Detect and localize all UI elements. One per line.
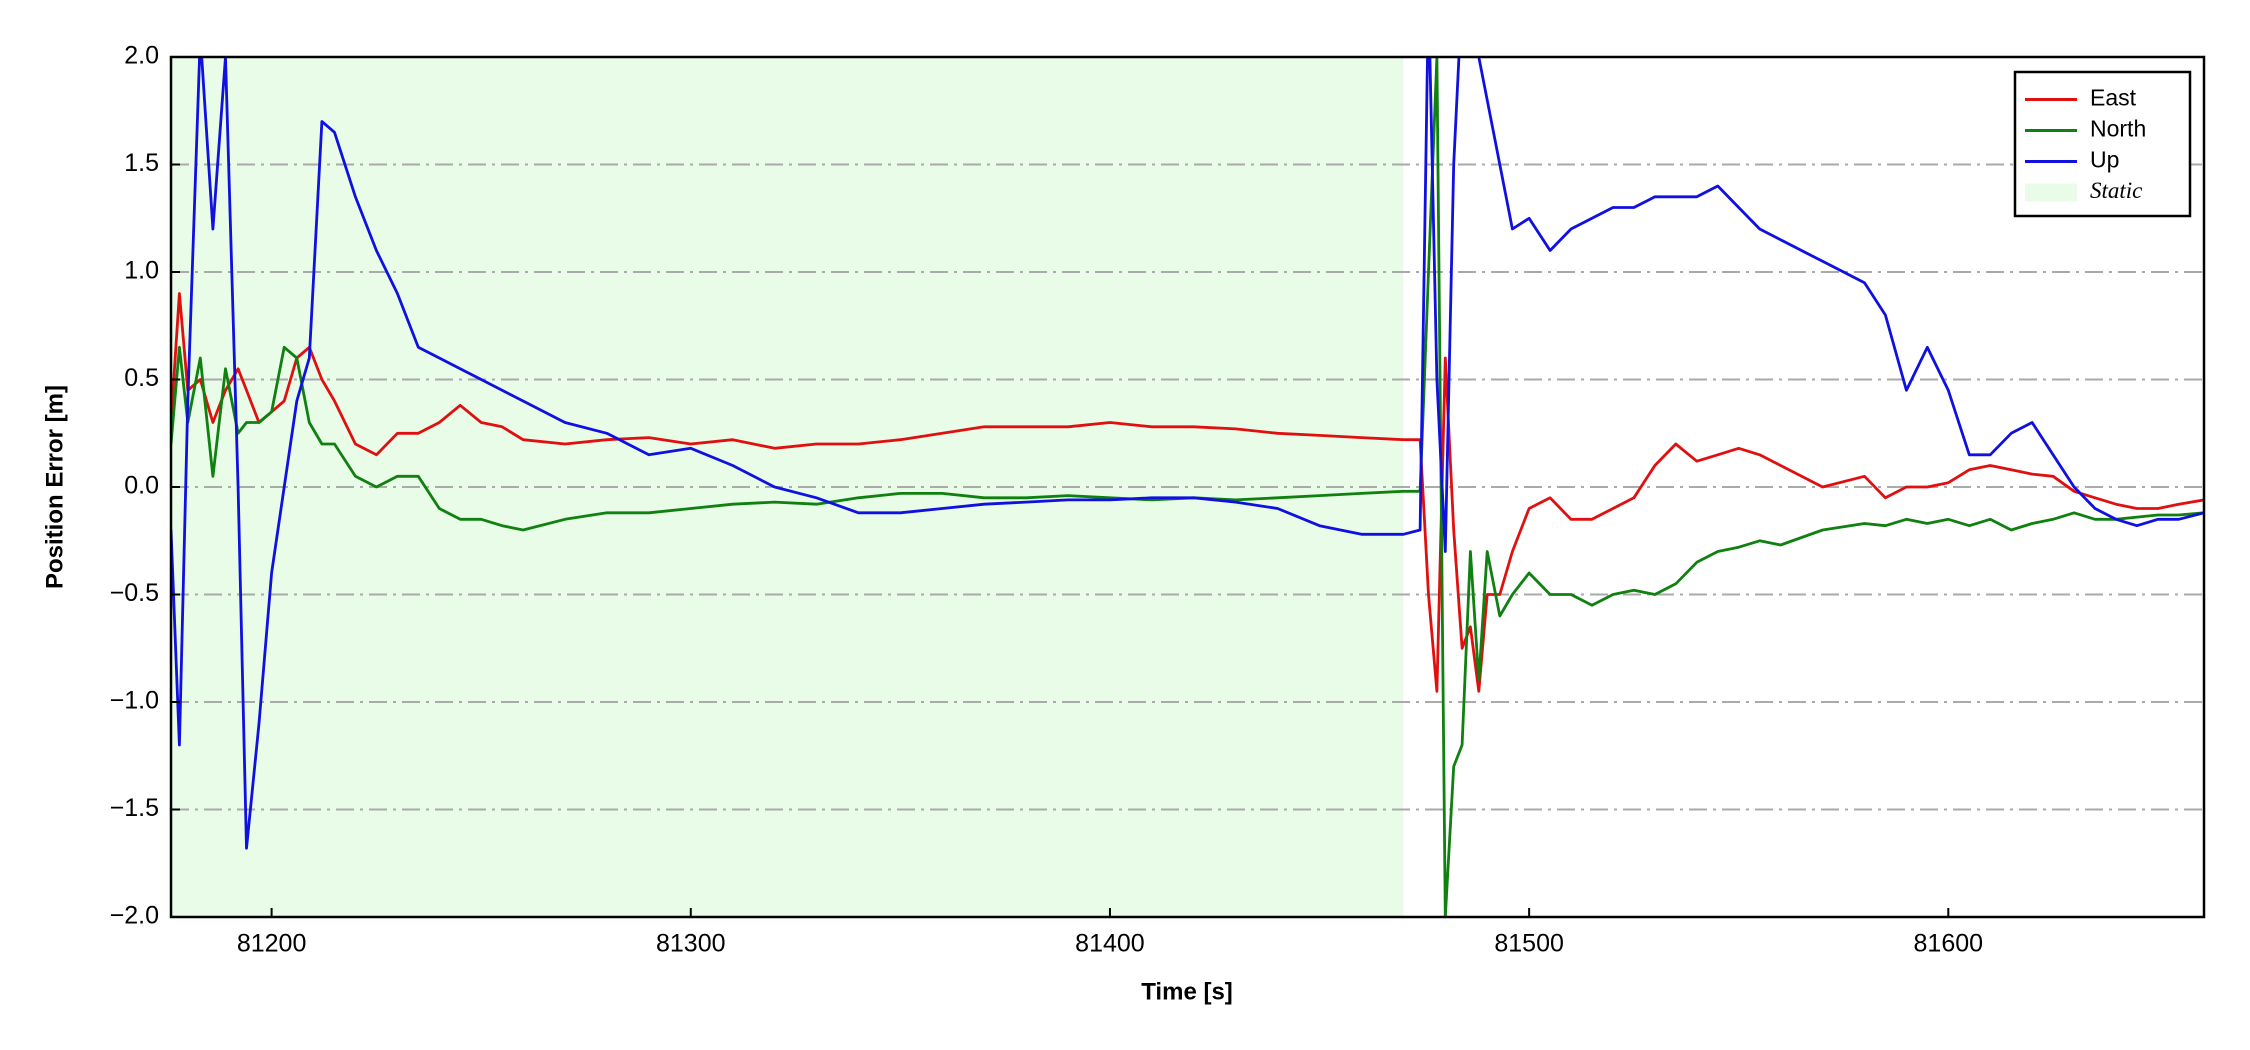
legend-label: Up bbox=[2090, 147, 2119, 173]
y-tick-label: −0.5 bbox=[110, 579, 159, 607]
y-tick-label: −1.5 bbox=[110, 794, 159, 822]
series-line bbox=[171, 57, 2204, 917]
y-tick-label: 1.0 bbox=[124, 257, 159, 285]
x-tick-label: 81500 bbox=[1494, 930, 1564, 958]
x-tick-label: 81300 bbox=[656, 930, 726, 958]
legend-label: East bbox=[2090, 85, 2137, 111]
y-tick-label: −1.0 bbox=[110, 687, 159, 715]
x-tick-label: 81600 bbox=[1914, 930, 1984, 958]
x-tick-label: 81400 bbox=[1075, 930, 1145, 958]
series-line bbox=[171, 292, 2204, 693]
legend-swatch bbox=[2025, 183, 2077, 202]
x-axis-label: Time [s] bbox=[1141, 978, 1233, 1005]
legend-label: Static bbox=[2090, 178, 2142, 203]
x-tick-label: 81200 bbox=[237, 930, 307, 958]
y-tick-label: 2.0 bbox=[124, 42, 159, 70]
y-tick-label: 0.5 bbox=[124, 364, 159, 392]
legend-label: North bbox=[2090, 116, 2146, 142]
series-line bbox=[171, 57, 2204, 850]
y-tick-label: 1.5 bbox=[124, 149, 159, 177]
y-tick-label: −2.0 bbox=[110, 902, 159, 930]
y-tick-label: 0.0 bbox=[124, 472, 159, 500]
y-axis-label: Position Error [m] bbox=[41, 385, 68, 589]
